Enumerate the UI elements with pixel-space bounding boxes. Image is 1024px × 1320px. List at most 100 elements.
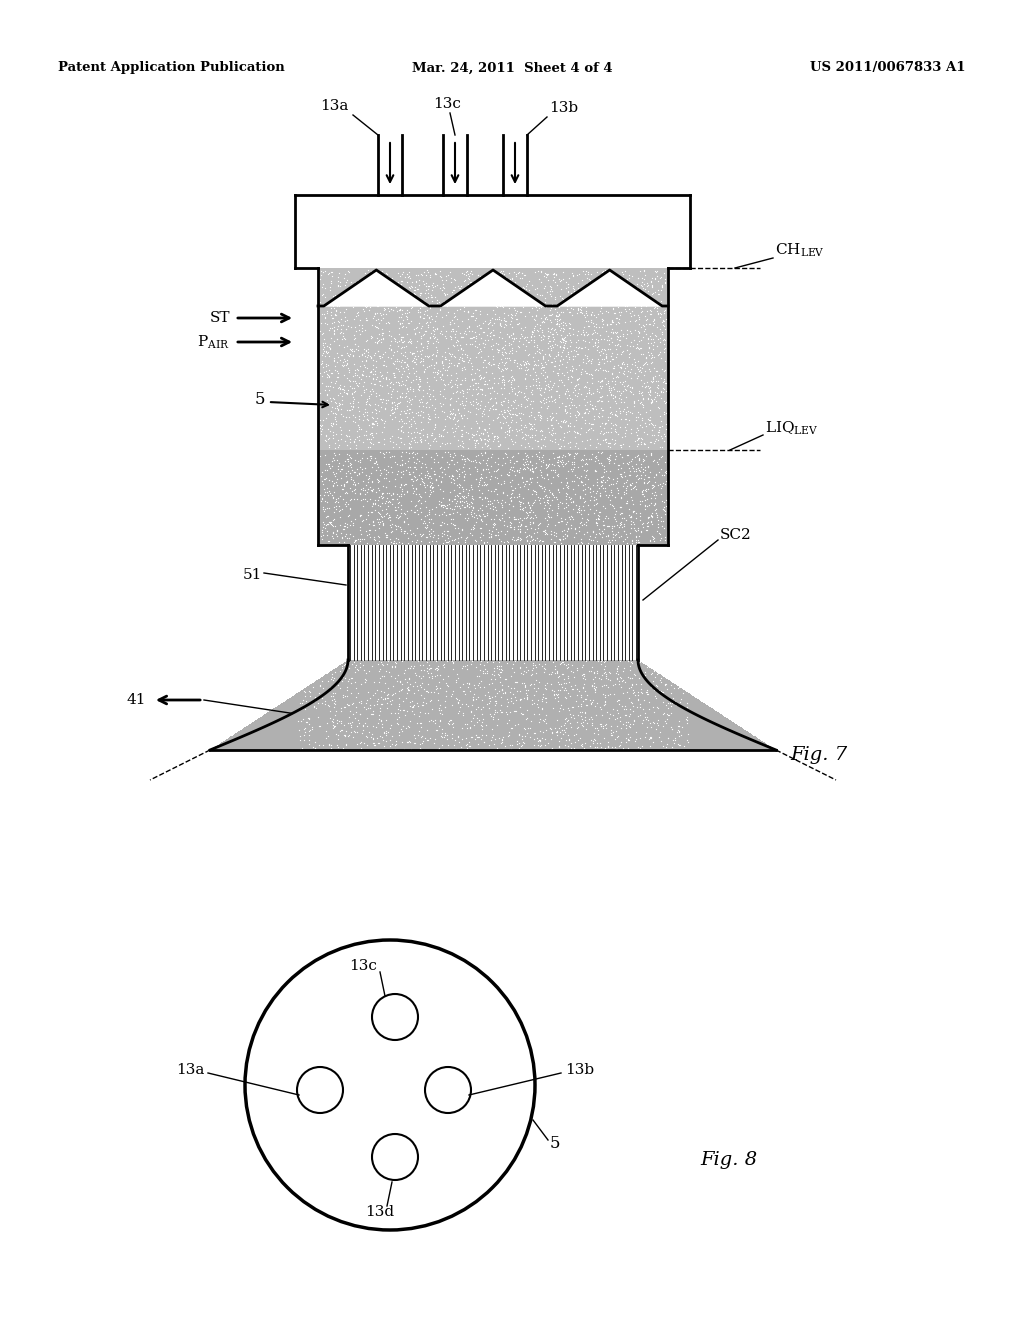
Point <box>462 401 478 422</box>
Point <box>526 362 543 383</box>
Point <box>421 385 437 407</box>
Point <box>506 507 522 528</box>
Point <box>643 442 659 463</box>
Point <box>416 473 432 494</box>
Point <box>643 420 659 441</box>
Point <box>638 296 654 317</box>
Point <box>542 717 558 738</box>
Point <box>358 689 375 710</box>
Point <box>657 737 674 758</box>
Point <box>511 680 527 701</box>
Point <box>399 323 416 345</box>
Point <box>392 385 409 407</box>
Point <box>391 317 408 338</box>
Point <box>473 422 489 444</box>
Point <box>613 279 630 300</box>
Point <box>551 455 567 477</box>
Point <box>396 503 413 524</box>
Point <box>526 350 543 371</box>
Point <box>368 356 384 378</box>
Point <box>540 395 556 416</box>
Point <box>337 310 353 331</box>
Point <box>583 310 599 331</box>
Point <box>582 380 598 401</box>
Point <box>419 516 435 537</box>
Point <box>361 449 378 470</box>
Point <box>540 417 556 438</box>
Point <box>600 370 616 391</box>
Point <box>325 462 341 483</box>
Point <box>365 729 381 750</box>
Point <box>345 512 361 533</box>
Point <box>454 420 470 441</box>
Point <box>543 304 559 325</box>
Point <box>420 673 436 694</box>
Point <box>465 450 481 471</box>
Point <box>467 531 483 552</box>
Point <box>444 375 461 396</box>
Point <box>518 356 535 378</box>
Point <box>326 715 342 737</box>
Point <box>593 297 609 318</box>
Point <box>340 345 356 366</box>
Point <box>399 482 416 503</box>
Point <box>517 527 534 548</box>
Point <box>403 343 420 364</box>
Point <box>400 301 417 322</box>
Point <box>394 312 411 333</box>
Point <box>657 319 674 341</box>
Point <box>355 371 372 392</box>
Point <box>375 512 391 533</box>
Point <box>631 532 647 553</box>
Point <box>560 738 577 759</box>
Point <box>528 466 545 487</box>
Point <box>553 471 569 492</box>
Point <box>456 433 472 454</box>
Point <box>435 379 452 400</box>
Point <box>603 384 620 405</box>
Point <box>525 375 542 396</box>
Point <box>378 731 394 752</box>
Point <box>337 430 353 451</box>
Text: 13c: 13c <box>433 96 461 111</box>
Point <box>567 421 584 442</box>
Point <box>647 471 664 492</box>
Point <box>648 376 665 397</box>
Point <box>563 515 580 536</box>
Point <box>530 404 547 425</box>
Point <box>437 529 454 550</box>
Point <box>397 403 414 424</box>
Point <box>654 277 671 298</box>
Point <box>572 487 589 508</box>
Point <box>416 304 432 325</box>
Point <box>492 314 508 335</box>
Point <box>539 523 555 544</box>
Point <box>328 491 344 512</box>
Point <box>644 276 660 297</box>
Point <box>593 387 609 408</box>
Point <box>461 494 477 515</box>
Point <box>471 366 487 387</box>
Point <box>334 671 350 692</box>
Point <box>557 508 573 529</box>
Point <box>464 499 480 520</box>
Point <box>555 312 571 333</box>
Point <box>607 473 624 494</box>
Point <box>358 726 375 747</box>
Point <box>585 689 601 710</box>
Point <box>431 300 447 321</box>
Point <box>563 454 580 475</box>
Point <box>345 297 361 318</box>
Point <box>545 294 561 315</box>
Point <box>519 529 536 550</box>
Point <box>456 351 472 372</box>
Point <box>349 722 366 743</box>
Point <box>540 455 556 477</box>
Point <box>427 327 443 348</box>
Point <box>470 475 486 496</box>
Point <box>606 335 623 356</box>
Point <box>349 733 366 754</box>
Point <box>369 693 385 714</box>
Point <box>435 480 452 502</box>
Point <box>489 682 506 704</box>
